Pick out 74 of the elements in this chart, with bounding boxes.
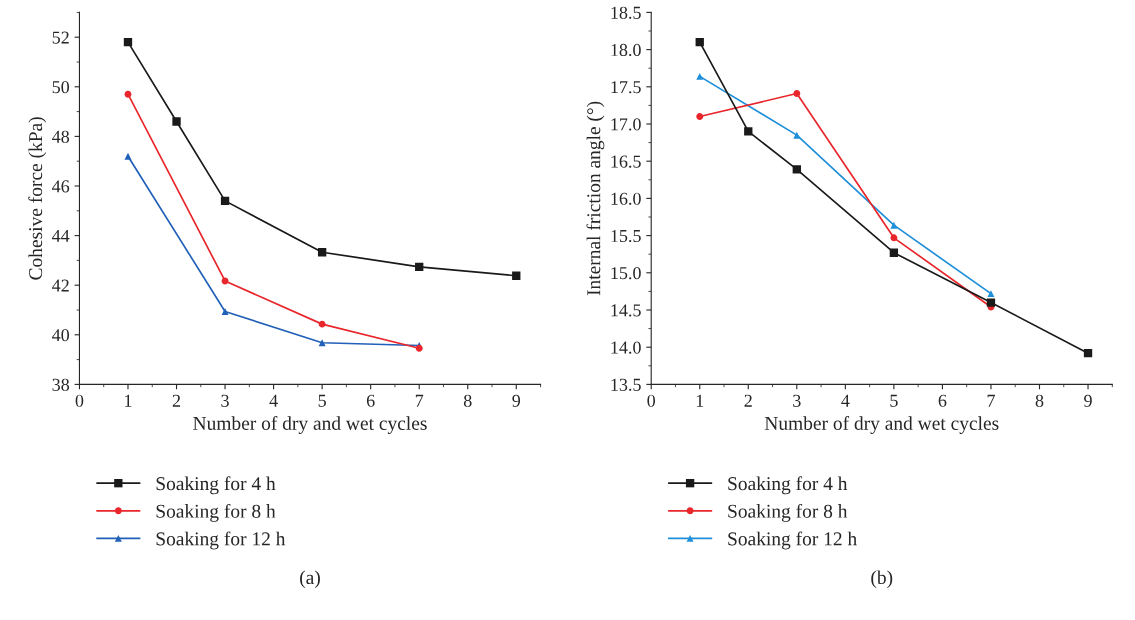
point [318,320,326,328]
point [124,90,132,98]
point [696,72,704,80]
point [512,271,521,280]
legend-label: Soaking for 4 h [728,476,848,495]
x-tick-label: 0 [75,394,84,407]
y-axis-title: Internal friction angle (°) [586,101,605,296]
y-tick-label: 48 [52,130,70,143]
x-tick-label: 4 [269,394,278,407]
x-tick-label: 2 [744,394,752,407]
point [221,308,229,315]
x-tick-label: 5 [318,394,326,407]
point [124,152,132,160]
y-tick-label: 16.0 [611,192,641,205]
x-tick-label: 1 [125,394,132,407]
y-tick-label: 17.0 [611,118,641,131]
x-tick-label: 9 [1084,394,1092,407]
legend-label: Soaking for 8 h [728,503,848,522]
y-tick-label: 46 [52,180,70,193]
x-tick-label: 3 [793,394,801,407]
y-tick-label: 15.0 [611,267,641,280]
y-tick-label: 13.5 [611,378,641,391]
x-tick-label: 8 [1035,394,1044,407]
x-tick-label: 2 [172,394,181,407]
legend-label: Soaking for 12 h [156,531,286,550]
y-tick-label: 14.5 [611,304,641,317]
x-tick-label: 7 [987,394,995,407]
point [317,248,327,257]
point [415,262,424,272]
point [744,127,753,136]
y-tick-label: 42 [52,279,69,292]
point [172,117,181,126]
x-tick-label: 1 [696,394,704,407]
point [890,221,898,229]
y-tick-label: 40 [52,329,70,342]
y-axis-title: Cohesive force (kPa) [28,117,47,280]
point [696,113,704,121]
y-tick-label: 17.5 [611,81,641,94]
y-tick-label: 50 [52,81,70,94]
x-tick-label: 8 [463,394,472,407]
text: (b) [871,570,893,589]
point [986,298,996,307]
legend-label: Soaking for 4 h [156,476,276,495]
x-tick-label: 7 [415,394,424,407]
legend-label: Soaking for 8 h [156,503,276,522]
point [793,90,801,97]
point [889,248,899,257]
y-tick-label: 18.0 [611,43,641,57]
y-tick-label: 16.5 [611,155,641,168]
x-axis-title: Number of dry and wet cycles [764,416,999,434]
x-tick-label: 9 [512,394,521,407]
x-tick-label: 3 [221,394,229,407]
point [890,234,898,242]
point [793,131,801,139]
point [1083,348,1093,358]
x-axis-title: Number of dry and wet cycles [193,416,427,434]
x-tick-label: 4 [841,394,850,407]
x-tick-label: 6 [366,394,375,407]
x-tick-label: 0 [647,394,656,407]
y-tick-label: 52 [52,31,69,44]
text: (a) [300,570,320,589]
x-tick-label: 5 [890,394,898,407]
point [220,196,230,206]
point [987,290,995,298]
y-tick-label: 14.0 [611,341,641,354]
legend-label: Soaking for 12 h [728,531,857,550]
y-tick-label: 38 [52,378,70,391]
x-tick-label: 6 [938,394,947,407]
y-tick-label: 18.5 [611,6,641,19]
point [123,37,133,47]
point [792,165,801,174]
point [695,37,704,47]
y-tick-label: 15.5 [611,229,641,243]
y-tick-label: 44 [52,229,70,242]
